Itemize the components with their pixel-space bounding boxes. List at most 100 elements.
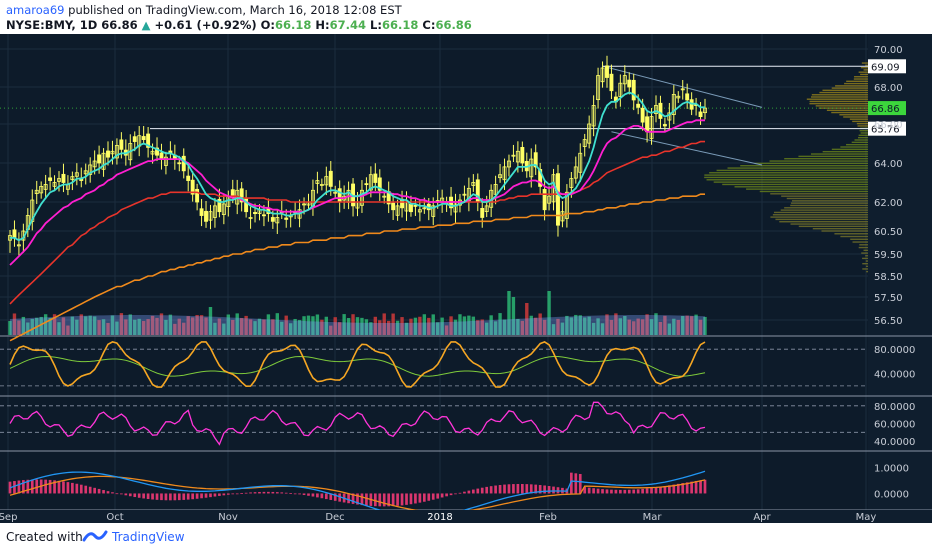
macd-histogram-bar: [249, 492, 252, 494]
candle-body: [190, 179, 195, 195]
volume-bar: [694, 314, 698, 335]
candle-body: [417, 209, 422, 213]
volume-profile-bar: [835, 85, 868, 87]
rsi-line: [9, 401, 706, 446]
volume-bar: [427, 317, 431, 335]
candle-body: [43, 184, 48, 190]
volume-bar: [476, 320, 480, 335]
volume-profile-bar: [790, 202, 868, 204]
volume-profile-bar: [826, 109, 868, 112]
tradingview-brand-link[interactable]: TradingView: [112, 530, 185, 544]
macd-histogram-bar: [124, 493, 128, 496]
volume-bar: [480, 319, 484, 335]
volume-profile-bar: [806, 98, 868, 100]
candle-body: [498, 174, 503, 179]
macd-histogram-bar: [547, 486, 551, 494]
volume-profile-bar: [784, 207, 868, 209]
candle-body: [97, 154, 102, 164]
volume-profile-bar: [866, 265, 868, 268]
volume-bar: [52, 314, 57, 335]
macd-histogram-bar: [587, 487, 591, 494]
macd-histogram-bar: [387, 493, 391, 507]
candle-body: [208, 211, 213, 221]
up-arrow-icon: ▲: [141, 18, 151, 32]
candle-body: [83, 170, 88, 175]
macd-histogram-bar: [142, 493, 145, 499]
volume-bar: [186, 316, 190, 335]
volume-bar: [146, 319, 150, 335]
volume-bar: [164, 319, 168, 335]
candle-body: [359, 189, 364, 206]
volume-profile-bar: [818, 107, 868, 109]
macd-histogram-bar: [627, 489, 631, 494]
candle-body: [640, 107, 645, 123]
volume-profile-bar: [775, 218, 868, 221]
macd-histogram-bar: [623, 489, 627, 494]
volume-bar: [17, 320, 21, 335]
candle-body: [61, 173, 66, 183]
candle-body: [333, 191, 338, 194]
macd-histogram-bar: [271, 491, 275, 494]
macd-histogram-bar: [396, 493, 399, 506]
macd-histogram-bar: [681, 483, 685, 494]
last-price-label: 66.86: [871, 104, 900, 115]
candle-body: [101, 152, 106, 170]
close-label: C:: [422, 18, 436, 32]
volume-profile-bar: [865, 260, 868, 262]
price-tick-label: 58.50: [874, 272, 903, 283]
macd-histogram-bar: [382, 493, 386, 507]
volume-profile-bar: [784, 158, 868, 160]
macd-signal-line: [9, 475, 706, 514]
volume-profile-bar: [819, 91, 868, 94]
volume-profile-bar: [865, 255, 868, 257]
volume-profile-bar: [844, 82, 868, 85]
stoch-d-line: [9, 355, 706, 377]
tradingview-logo-icon[interactable]: [82, 528, 108, 544]
volume-bar: [444, 325, 449, 335]
macd-histogram-bar: [115, 493, 119, 495]
volume-bar: [346, 317, 351, 335]
macd-histogram-bar: [164, 493, 168, 501]
candle-body: [186, 175, 191, 181]
macd-histogram-bar: [311, 493, 315, 497]
macd-histogram-bar: [409, 493, 413, 505]
macd-histogram-bar: [128, 493, 132, 497]
macd-histogram-bar: [275, 492, 279, 494]
symbol-label[interactable]: NYSE:BMY, 1D: [6, 18, 98, 32]
macd-histogram-bar: [663, 486, 667, 494]
volume-bar: [431, 314, 435, 335]
volume-bar: [511, 297, 516, 335]
volume-bar: [689, 316, 694, 335]
volume-bar: [12, 313, 17, 335]
candle-body: [217, 198, 222, 213]
volume-profile-bar: [859, 244, 868, 246]
macd-histogram-bar: [307, 493, 310, 496]
volume-bar: [663, 315, 667, 335]
author-link[interactable]: amaroa69: [6, 3, 65, 17]
macd-histogram-bar: [35, 479, 39, 494]
volume-profile-bar: [860, 66, 868, 69]
time-tick-label: May: [856, 512, 877, 523]
volume-bar: [235, 313, 239, 335]
macd-histogram-bar: [668, 485, 671, 494]
macd-histogram-bar: [405, 493, 408, 505]
volume-bar: [204, 317, 208, 335]
volume-profile-bar: [727, 167, 868, 169]
sma-50-line: [9, 140, 705, 305]
macd-histogram-bar: [22, 480, 25, 494]
chart-canvas[interactable]: 69.09 65.76 66.86 70.00 68.00 66.00 64.00 62.00…: [0, 34, 932, 523]
volume-bar: [337, 322, 342, 335]
macd-histogram-bar: [329, 493, 333, 500]
candle-body: [195, 188, 200, 203]
macd-histogram-bar: [298, 493, 301, 495]
candle-body: [529, 158, 534, 178]
volume-bar: [222, 323, 226, 335]
level-price-badge: [868, 121, 906, 136]
candle-body: [48, 177, 53, 181]
volume-bar: [489, 315, 493, 335]
close-value: 66.86: [435, 18, 472, 32]
macd-histogram-bar: [659, 486, 662, 494]
macd-histogram-bar: [480, 487, 484, 494]
volume-bar: [440, 317, 444, 335]
volume-bar: [364, 319, 369, 335]
